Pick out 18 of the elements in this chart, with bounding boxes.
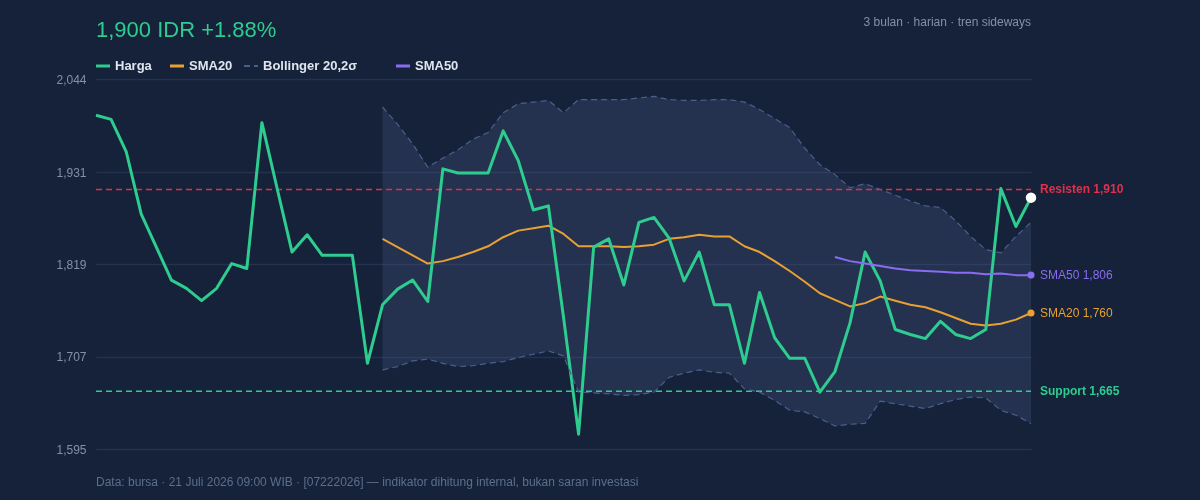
y-tick-label: 1,707 xyxy=(56,350,87,365)
line-series xyxy=(381,95,1032,254)
chart-subtitle: 1,900 IDR +1.88% xyxy=(96,17,277,42)
ref-line-label: Support 1,665 xyxy=(1040,384,1120,399)
legend-label: Harga xyxy=(115,58,153,73)
text: Data: bursa · 21 Juli 2026 09:00 WIB · [07222026] — indikator dihitung internal, bukan saran investasi xyxy=(96,475,639,489)
y-tick-label: 1,931 xyxy=(56,165,87,180)
legend-label: Bollinger 20,2σ xyxy=(263,58,358,73)
text: 3 bulan · harian · tren sideways xyxy=(863,15,1031,29)
ref-line-label: Resisten 1,910 xyxy=(1040,182,1124,197)
legend-label: SMA50 xyxy=(415,58,459,73)
legend-label: SMA20 xyxy=(189,58,233,73)
text: SMA20 1,760 xyxy=(1040,306,1114,321)
text: SMA50 1,806 xyxy=(1040,268,1114,283)
y-tick-label: 1,819 xyxy=(56,257,87,272)
line-series xyxy=(381,350,1032,427)
y-tick-label: 1,595 xyxy=(56,442,87,457)
y-tick-label: 2,044 xyxy=(56,72,87,87)
